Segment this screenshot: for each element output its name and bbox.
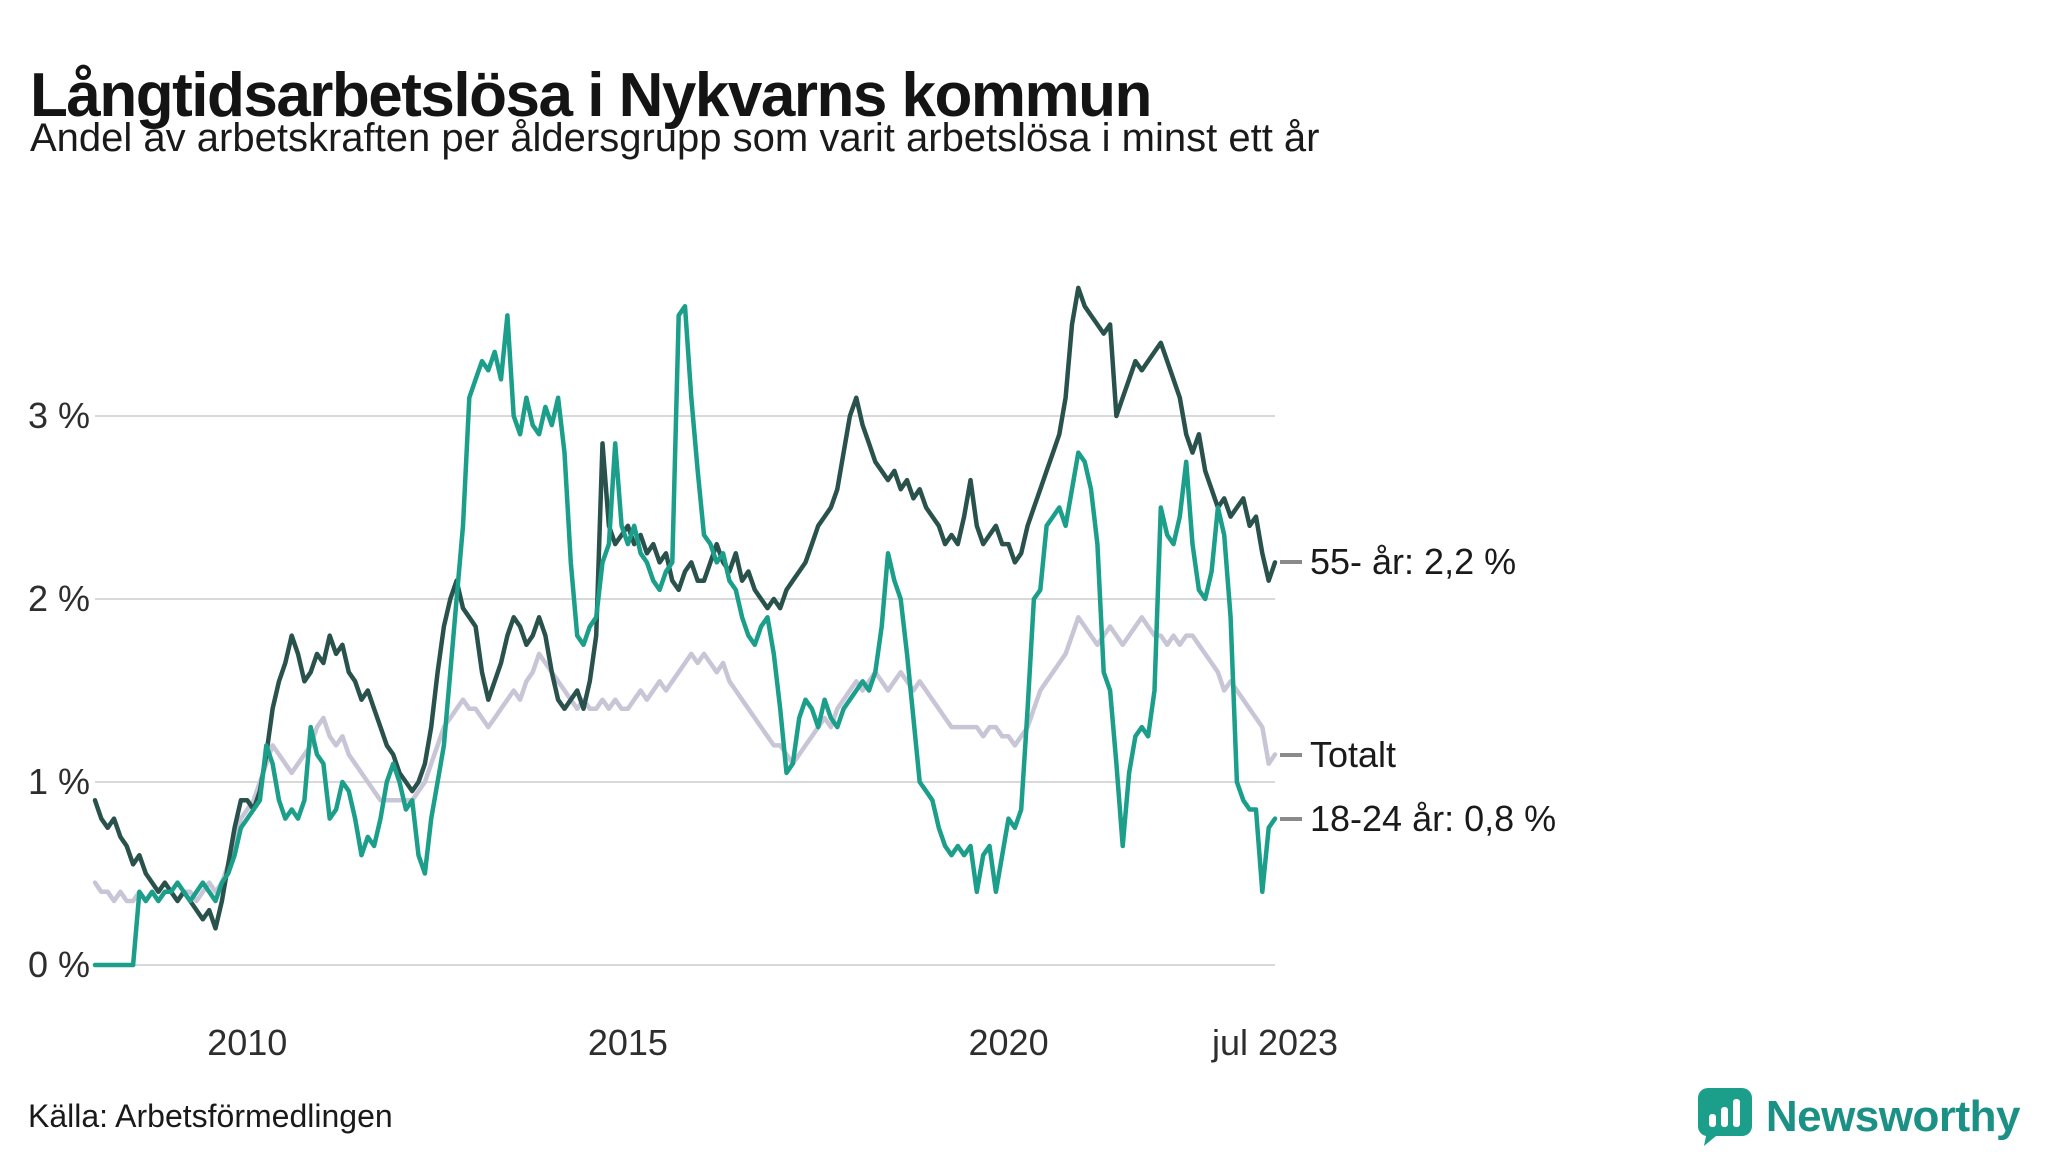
chart-subtitle: Andel av arbetskraften per åldersgrupp s… bbox=[30, 116, 1320, 160]
series-line-18-24-år bbox=[92, 303, 1278, 968]
series-line-55--år bbox=[92, 285, 1278, 931]
page-title: Långtidsarbetslösa i Nykvarns kommun bbox=[30, 60, 1152, 130]
newsworthy-logo: Newsworthy bbox=[1697, 1088, 2021, 1146]
source-note: Källa: Arbetsförmedlingen bbox=[28, 1098, 393, 1134]
series-line-Totalt bbox=[92, 615, 1278, 904]
newsworthy-wordmark: Newsworthy bbox=[1765, 1092, 2021, 1141]
newsworthy-icon bbox=[1697, 1088, 1752, 1146]
